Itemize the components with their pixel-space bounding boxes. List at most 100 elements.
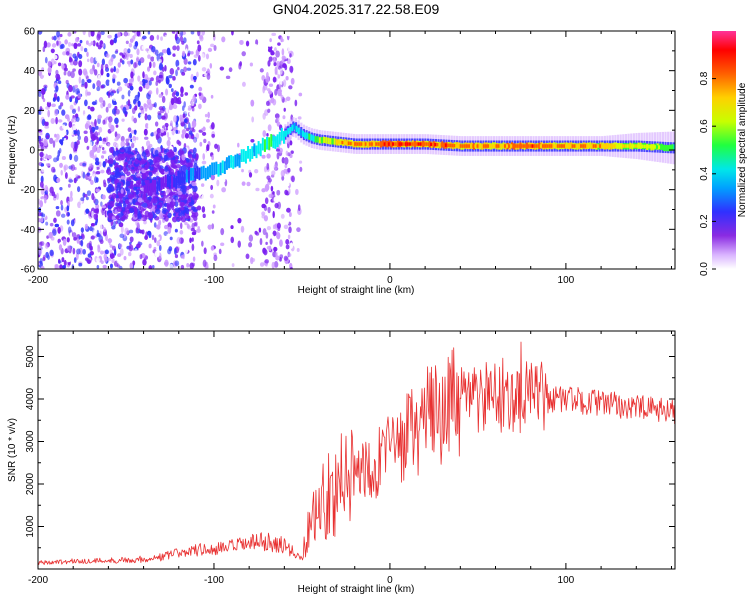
spectrogram-cell	[183, 66, 188, 73]
spectrogram-cell	[535, 144, 538, 148]
spectrogram-cell	[44, 190, 48, 194]
spectrogram-cell	[53, 35, 57, 41]
spectrogram-cell	[117, 62, 121, 68]
spectrogram-cell	[216, 179, 220, 187]
spectrogram-cell	[87, 253, 92, 258]
spectrogram-cell	[510, 144, 513, 148]
spectrogram-cell	[177, 134, 182, 141]
spectrogram-cell	[51, 228, 57, 236]
spectrogram-cell	[47, 66, 52, 74]
spectrogram-cell	[125, 138, 129, 143]
spectrogram-cell	[474, 144, 477, 148]
spectrogram-cell	[129, 85, 134, 91]
spectrogram-cell	[82, 205, 85, 210]
spectrogram-cell	[188, 130, 193, 135]
spectrogram-cell	[96, 62, 100, 68]
spectrogram-cell	[281, 157, 285, 164]
spectrogram-cell	[567, 144, 570, 148]
spectrogram-cell	[119, 233, 125, 239]
spectrogram-cell	[285, 96, 291, 102]
spectrogram-cell	[171, 92, 176, 98]
spectrogram-cell	[40, 217, 44, 223]
spectrogram-cell	[202, 259, 207, 268]
spectrogram-cell	[106, 72, 110, 78]
spectrogram-cell	[144, 107, 148, 112]
spectrogram-cell	[166, 47, 171, 56]
spectrogram-cell	[145, 48, 150, 52]
spectrogram-cell	[240, 149, 243, 162]
spectrogram-cell	[100, 169, 105, 174]
spectrogram-cell	[108, 222, 112, 230]
spectrogram-cell	[59, 33, 63, 38]
spectrogram-cell	[459, 144, 462, 148]
spectrogram-cell	[147, 212, 154, 220]
spectrogram-cell	[327, 137, 330, 144]
spectrogram-cell	[668, 145, 671, 150]
spectrogram-cell	[89, 124, 92, 131]
spectrogram-cell	[169, 263, 174, 269]
spectrogram-cell	[472, 144, 475, 148]
spectrogram-cell	[57, 92, 63, 98]
spectrogram-cell	[185, 48, 188, 55]
spectrogram-cell	[296, 227, 301, 233]
spectrogram-cell	[221, 160, 224, 174]
spectrogram-cell	[97, 131, 100, 136]
spectrogram-cell	[624, 144, 627, 148]
spectrogram-cell	[89, 152, 95, 159]
spectrogram-cell	[125, 186, 129, 192]
spectrogram-cell	[83, 215, 88, 222]
spectrogram-cell	[617, 144, 620, 148]
spectrogram-cell	[94, 160, 100, 166]
spectrogram-cell	[666, 145, 669, 150]
spectrogram-cell	[392, 142, 395, 146]
spectrogram-cell	[185, 208, 190, 215]
spectrogram-cell	[110, 56, 114, 62]
spectrogram-cell	[169, 168, 175, 176]
spectrogram-cell	[230, 155, 233, 168]
spectrogram-cell	[122, 52, 127, 60]
spectrogram-cell	[78, 60, 83, 68]
spectrogram-cell	[267, 60, 271, 67]
spectrogram-cell	[268, 137, 271, 150]
spectrogram-cell	[320, 137, 323, 144]
spectrogram-cell	[181, 185, 188, 190]
spectrogram-cell	[134, 94, 140, 102]
spectrogram-cell	[72, 232, 77, 238]
spectrogram-cell	[129, 236, 134, 243]
snr-ytick-label: 2000	[25, 472, 36, 495]
spectrogram-cell	[116, 258, 122, 264]
spectrogram-cell	[71, 43, 74, 47]
spectrogram-cell	[291, 208, 295, 212]
spectrogram-cell	[615, 144, 618, 148]
snr-xtick-label: -100	[204, 575, 224, 586]
spectrogram-cell	[73, 31, 77, 34]
spectrogram-cell	[136, 31, 141, 37]
spectrogram-cell	[582, 144, 585, 148]
spectrogram-cell	[165, 77, 170, 85]
spectrogram-cell	[90, 223, 95, 227]
spectrogram-cell	[211, 162, 214, 176]
spectrogram-cell	[97, 244, 100, 249]
spectrogram-cell	[119, 248, 124, 256]
spectrogram-cell	[113, 37, 117, 44]
spectrogram-cell	[131, 166, 135, 170]
spectrogram-cell	[134, 201, 141, 206]
spectrogram-cell	[60, 169, 63, 176]
spectrogram-cell	[482, 144, 485, 148]
spectrogram-cell	[132, 34, 136, 39]
spectrogram-cell	[138, 86, 143, 92]
spectrogram-cell	[123, 167, 129, 175]
spectrogram-cell	[73, 241, 77, 249]
spectrogram-cell	[123, 31, 129, 37]
spectrogram-cell	[62, 130, 67, 135]
spectrogram-cell	[641, 144, 644, 149]
spectrogram-cell	[169, 201, 176, 207]
spectrogram-cell	[146, 230, 152, 236]
spectrogram-cell	[110, 68, 115, 73]
spectrogram-cell	[145, 243, 149, 250]
spectrogram-cell	[192, 128, 196, 133]
spectrogram-cell	[152, 197, 158, 204]
spectrogram-cell	[82, 31, 86, 36]
spectrogram-cell	[42, 194, 48, 201]
spectrogram-cell	[584, 144, 587, 148]
